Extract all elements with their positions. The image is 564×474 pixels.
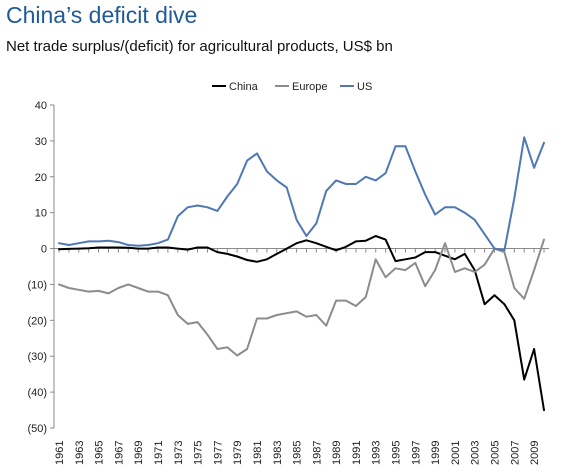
y-tick-label: 10	[35, 208, 47, 220]
x-tick-label: 1967	[113, 441, 125, 465]
x-tick-label: 1983	[272, 441, 284, 465]
x-tick-label: 1961	[54, 441, 66, 465]
x-tick-label: 2005	[490, 441, 502, 465]
x-tick-label: 1997	[410, 441, 422, 465]
x-tick-label: 2001	[450, 441, 462, 465]
x-tick-label: 1965	[94, 441, 106, 465]
series-line-us	[58, 136, 545, 252]
y-tick-label: (30)	[27, 351, 47, 363]
x-tick-label: 2003	[470, 441, 482, 465]
chart-subtitle: Net trade surplus/(deficit) for agricult…	[6, 38, 393, 55]
axes: 40 30 20 10 0 (10) (20) (30) (40) (50) 1961 1963 196…	[27, 100, 549, 465]
series-layer	[58, 136, 545, 412]
x-tick-label: 1977	[212, 441, 224, 465]
x-tick-label: 2007	[509, 441, 521, 465]
x-tick-label: 1999	[430, 441, 442, 465]
x-tick-label: 1995	[391, 441, 403, 465]
legend: China Europe US	[212, 81, 372, 93]
legend-label-us: US	[357, 81, 372, 93]
series-line-china	[58, 235, 545, 412]
x-tick-label: 1979	[232, 441, 244, 465]
y-tick-label: 0	[41, 244, 47, 256]
chart-title: China’s deficit dive	[6, 2, 198, 28]
y-tick-label: 40	[35, 100, 47, 112]
x-tick-label: 1989	[331, 441, 343, 465]
x-tick-label: 1981	[252, 441, 264, 465]
x-tick-label: 1963	[74, 441, 86, 465]
legend-label-europe: Europe	[292, 81, 327, 93]
x-tick-label: 1971	[153, 441, 165, 465]
x-tick-label: 2009	[529, 441, 541, 465]
y-tick-label: (40)	[27, 387, 47, 399]
x-tick-label: 1987	[311, 441, 323, 465]
x-tick-label: 1993	[371, 441, 383, 465]
x-tick-label: 1991	[351, 441, 363, 465]
y-tick-label: (10)	[27, 279, 47, 291]
x-tick-label: 1969	[133, 441, 145, 465]
y-tick-label: 20	[35, 172, 47, 184]
x-tick-label: 1975	[193, 441, 205, 465]
series-line-europe	[58, 238, 545, 357]
x-tick-label: 1973	[173, 441, 185, 465]
legend-label-china: China	[229, 81, 259, 93]
y-tick-label: (50)	[27, 423, 47, 435]
y-tick-label: (20)	[27, 315, 47, 327]
x-tick-label: 1985	[292, 441, 304, 465]
y-tick-label: 30	[35, 136, 47, 148]
